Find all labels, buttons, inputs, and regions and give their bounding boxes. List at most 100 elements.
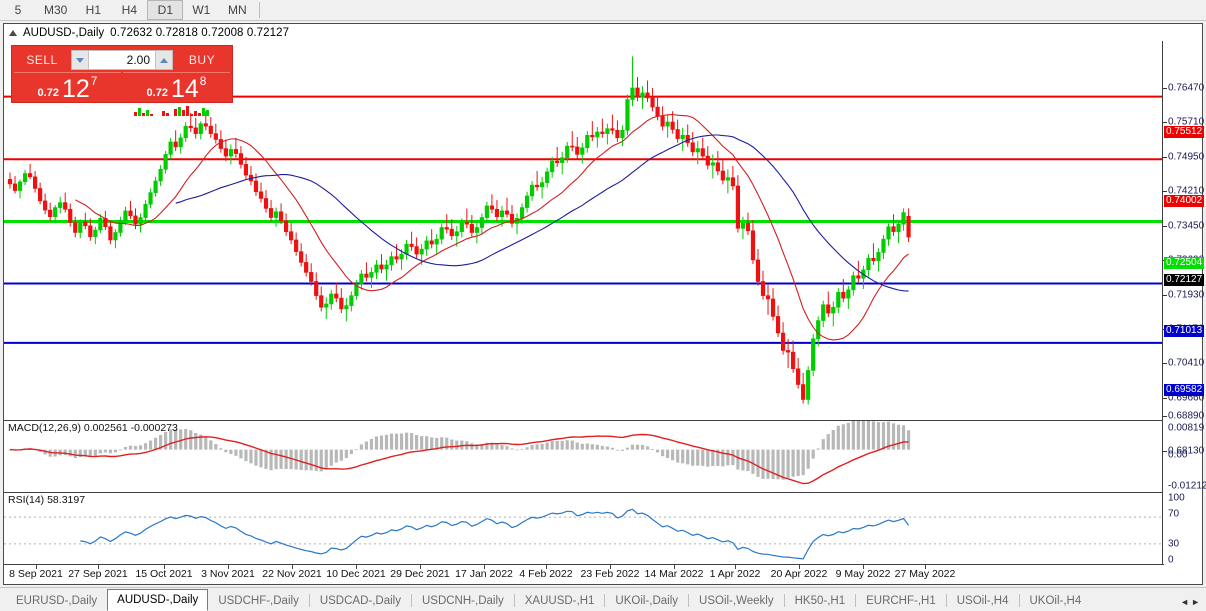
- chart-tab[interactable]: USDCAD-,Daily: [319, 595, 401, 607]
- price-pane: [4, 41, 1164, 419]
- price-scale-label: 0.74950: [1168, 151, 1205, 163]
- price-level-badge[interactable]: 0.72504: [1164, 257, 1205, 269]
- scale-tick-mark: [1163, 88, 1167, 89]
- mini-candle-icon: [206, 110, 209, 116]
- timeframe-button[interactable]: H4: [121, 3, 138, 17]
- tab-scroll-controls[interactable]: ◄ ►: [1174, 597, 1206, 611]
- buy-price-cell[interactable]: 0.72 14 8: [123, 72, 230, 102]
- price-level-badge[interactable]: 0.74002: [1164, 195, 1205, 207]
- scale-tick-mark: [1163, 398, 1167, 399]
- macd-plot: [8, 421, 911, 485]
- price-scale-label: 0.75710: [1168, 116, 1205, 128]
- chart-tab[interactable]: USOil-,Weekly: [699, 595, 774, 607]
- date-tick-mark: [164, 565, 165, 569]
- volume-decrease-button[interactable]: [72, 51, 89, 69]
- chart-tab-active[interactable]: AUDUSD-,Daily: [107, 589, 209, 611]
- mini-candle-icon: [162, 111, 165, 116]
- trade-panel-top-row: SELL 2.00 BUY: [12, 46, 232, 72]
- scale-tick-mark: [1163, 295, 1167, 296]
- sell-price-prefix: 0.72: [37, 87, 59, 99]
- mini-candle-icon: [198, 113, 201, 116]
- scale-tick-mark: [1163, 157, 1167, 158]
- date-axis-label: 27 May 2022: [894, 568, 956, 580]
- price-level-badge[interactable]: 0.69582: [1164, 384, 1205, 396]
- date-axis-label: 27 Sep 2021: [68, 568, 128, 580]
- volume-input[interactable]: 2.00: [126, 53, 150, 67]
- chart-tab[interactable]: XAUUSD-,H1: [524, 595, 595, 607]
- buy-button[interactable]: BUY: [188, 52, 216, 67]
- timeframe-button[interactable]: M30: [44, 3, 68, 17]
- date-axis-label: 20 Apr 2022: [770, 568, 828, 580]
- sell-button[interactable]: SELL: [26, 52, 58, 67]
- date-tick-mark: [674, 565, 675, 569]
- scroll-left-icon[interactable]: ◄: [1180, 597, 1190, 607]
- chart-tab[interactable]: UKOil-,Daily: [615, 595, 679, 607]
- mini-candle-icon: [142, 113, 145, 116]
- volume-stepper[interactable]: 2.00: [71, 50, 173, 70]
- scale-tick-mark: [1163, 451, 1167, 452]
- chart-window: AUDUSD-,Daily 0.72632 0.72818 0.72008 0.…: [3, 23, 1206, 585]
- chart-tab[interactable]: USDCNH-,Daily: [421, 595, 504, 607]
- mini-candle-icon: [174, 109, 177, 116]
- date-tick-mark: [356, 565, 357, 569]
- buy-price-prefix: 0.72: [146, 87, 168, 99]
- date-tick-mark: [735, 565, 736, 569]
- mini-candle-icon: [186, 106, 189, 116]
- one-click-trading-panel[interactable]: SELL 2.00 BUY 0.72 12 7 0.72 14 8: [11, 45, 233, 103]
- collapse-triangle-icon[interactable]: [9, 29, 17, 36]
- date-tick-mark: [484, 565, 485, 569]
- price-level-badge[interactable]: 0.72127: [1164, 274, 1205, 286]
- tick-history-icons: [134, 103, 209, 116]
- rsi-scale-label: 70: [1168, 508, 1180, 520]
- date-axis-label: 17 Jan 2022: [455, 568, 513, 580]
- mini-candle-icon: [170, 115, 173, 116]
- timeframe-button[interactable]: MN: [228, 3, 247, 17]
- chart-tab[interactable]: EURCHF-,H1: [866, 595, 936, 607]
- mini-candle-icon: [134, 112, 137, 116]
- date-axis-label: 23 Feb 2022: [580, 568, 640, 580]
- timeframe-button-d1[interactable]: D1: [147, 0, 184, 20]
- mini-candle-icon: [166, 113, 169, 116]
- price-scale-label: 0.71930: [1168, 289, 1205, 301]
- mini-candle-icon: [154, 115, 157, 116]
- scale-tick-mark: [1163, 363, 1167, 364]
- chart-header: AUDUSD-,Daily 0.72632 0.72818 0.72008 0.…: [4, 24, 1202, 41]
- price-scale[interactable]: 0.764700.757100.749500.742100.734500.726…: [1162, 41, 1206, 584]
- date-axis: 8 Sep 2021 27 Sep 2021 15 Oct 2021 3 Nov 20…: [4, 564, 1164, 584]
- timeframe-button[interactable]: W1: [192, 3, 211, 17]
- tab-divider: [604, 594, 606, 607]
- volume-increase-button[interactable]: [155, 51, 172, 69]
- toolbar-divider: [259, 2, 261, 18]
- scale-tick-mark: [1163, 191, 1167, 192]
- rsi-scale-label: 100: [1168, 492, 1185, 504]
- chart-tab[interactable]: USDCHF-,Daily: [218, 595, 299, 607]
- sell-price-cell[interactable]: 0.72 12 7: [14, 72, 121, 102]
- price-level-badge[interactable]: 0.75512: [1164, 126, 1205, 138]
- trade-panel-prices: 0.72 12 7 0.72 14 8: [12, 72, 232, 102]
- timeframe-button[interactable]: H1: [85, 3, 102, 17]
- chart-tab[interactable]: HK50-,H1: [794, 595, 846, 607]
- price-scale-label: 0.76470: [1168, 82, 1205, 94]
- tab-divider: [410, 594, 412, 607]
- date-axis-label: 4 Feb 2022: [519, 568, 573, 580]
- mini-candle-icon: [158, 115, 161, 116]
- scale-tick-mark: [1163, 226, 1167, 227]
- date-axis-label: 1 Apr 2022: [709, 568, 761, 580]
- mini-candle-icon: [146, 110, 149, 116]
- rsi-scale-label: 30: [1168, 538, 1180, 550]
- chart-ohlc-values: 0.72632 0.72818 0.72008 0.72127: [110, 26, 290, 39]
- timeframe-button[interactable]: 5: [14, 3, 22, 17]
- price-level-badge[interactable]: 0.71013: [1164, 325, 1205, 337]
- sell-price-point: 7: [90, 74, 98, 88]
- date-tick-mark: [228, 565, 229, 569]
- chart-tab[interactable]: USOil-,H4: [956, 595, 1009, 607]
- scroll-right-icon[interactable]: ►: [1191, 597, 1200, 607]
- mini-candle-icon: [150, 114, 153, 116]
- chart-tab[interactable]: EURUSD-,Daily: [16, 595, 98, 607]
- sell-price-main: 12: [61, 75, 90, 103]
- mini-candle-icon: [194, 111, 197, 116]
- chart-tab[interactable]: UKOil-,H4: [1029, 595, 1082, 607]
- price-scale-label: 0.69660: [1168, 392, 1205, 404]
- buy-price-point: 8: [199, 74, 207, 88]
- rsi-pane: RSI(14) 58.3197: [4, 492, 1164, 566]
